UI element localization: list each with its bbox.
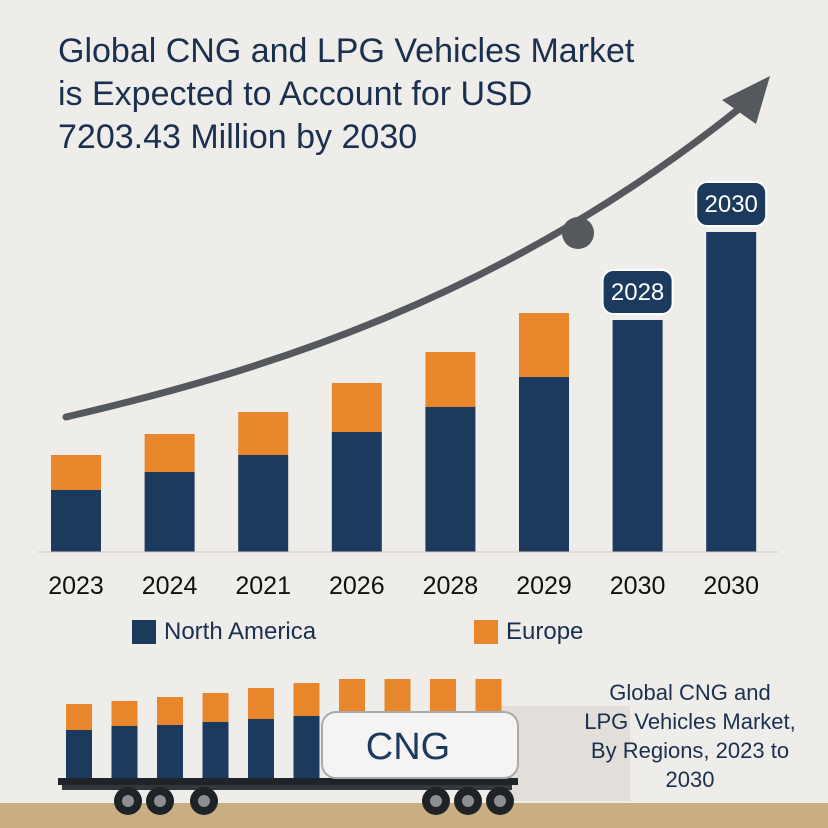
trailer-bar-orange-3 [202, 693, 229, 722]
trailer-bar-navy-3 [202, 722, 229, 778]
bar-europe-5 [519, 313, 569, 377]
x-tick-label-2: 2021 [235, 572, 291, 600]
caption-line-4: 2030 [665, 767, 715, 792]
truck-wheel-hub-0 [122, 795, 134, 807]
bar-europe-2 [238, 412, 289, 455]
bar-europe-0 [51, 455, 101, 490]
growth-trend-arrow [62, 104, 744, 421]
bar-europe-3 [331, 383, 382, 432]
truck-wheel-hub-1 [154, 795, 166, 807]
bar-north-america-0 [51, 490, 101, 552]
callout-label-0: 2028 [611, 279, 664, 306]
bar-europe-4 [425, 352, 476, 407]
cng-tank [321, 711, 519, 779]
bar-europe-1 [144, 434, 195, 472]
trailer-bar-navy-1 [111, 726, 138, 778]
chart-title: Global CNG and LPG Vehicles Market is Ex… [58, 30, 778, 159]
bar-north-america-3 [331, 432, 382, 552]
caption-line-1: Global CNG and [609, 680, 771, 705]
x-tick-label-3: 2026 [329, 572, 385, 600]
caption-line-3: By Regions, 2023 to [590, 738, 790, 763]
trailer-bar-orange-4 [248, 688, 274, 719]
callout-badge-0 [601, 269, 674, 315]
x-tick-label-5: 2029 [516, 572, 572, 600]
trend-arrow-head [722, 76, 770, 124]
callout-badge-1 [695, 181, 768, 227]
trailer-bar-navy-0 [66, 730, 92, 778]
trailer-bar-orange-0 [66, 704, 92, 730]
x-tick-label-1: 2024 [142, 572, 198, 600]
trailer-bar-orange-1 [111, 701, 138, 726]
legend-swatch-europe [474, 620, 498, 644]
trailer-bar-navy-2 [157, 725, 183, 778]
truck-wheel-hub-5 [494, 795, 506, 807]
x-tick-label-6: 2030 [610, 572, 666, 600]
legend-swatch-north-america [132, 620, 156, 644]
caption: Global CNG and LPG Vehicles Market, By R… [560, 678, 820, 794]
callout-label-1: 2030 [705, 191, 758, 218]
x-tick-label-4: 2028 [423, 572, 479, 600]
bar-north-america-1 [144, 472, 195, 552]
x-tick-label-0: 2023 [48, 572, 104, 600]
truck-wheel-hub-3 [430, 795, 442, 807]
x-tick-label-7: 2030 [703, 572, 759, 600]
truck-shadow [500, 706, 630, 801]
bar-north-america-4 [425, 407, 476, 552]
legend-label-europe: Europe [506, 618, 584, 645]
legend-europe: Europe [474, 618, 583, 646]
legend-label-north-america: North America [164, 618, 317, 645]
truck-wheel-hub-4 [462, 795, 474, 807]
title-line-3: 7203.43 Million by 2030 [58, 118, 418, 156]
cng-tank-label: CNG [366, 726, 450, 768]
bar-north-america-5 [519, 377, 569, 552]
truck-wheel-hub-2 [198, 795, 210, 807]
trailer-bar-navy-5 [293, 716, 320, 778]
trend-marker-dot [562, 217, 594, 249]
caption-line-2: LPG Vehicles Market, [584, 709, 796, 734]
bar-north-america-7 [706, 232, 757, 552]
trailer-bar-orange-2 [157, 697, 183, 725]
title-line-2: is Expected to Account for USD [58, 75, 533, 113]
bar-north-america-2 [238, 455, 289, 552]
legend-north-america: North America [132, 618, 316, 646]
trailer-deck [58, 778, 518, 785]
trailer-chassis [62, 785, 512, 790]
bar-north-america-6 [612, 320, 663, 552]
trailer-bar-orange-5 [293, 683, 320, 716]
trailer-bar-navy-4 [248, 719, 274, 778]
title-line-1: Global CNG and LPG Vehicles Market [58, 32, 635, 70]
